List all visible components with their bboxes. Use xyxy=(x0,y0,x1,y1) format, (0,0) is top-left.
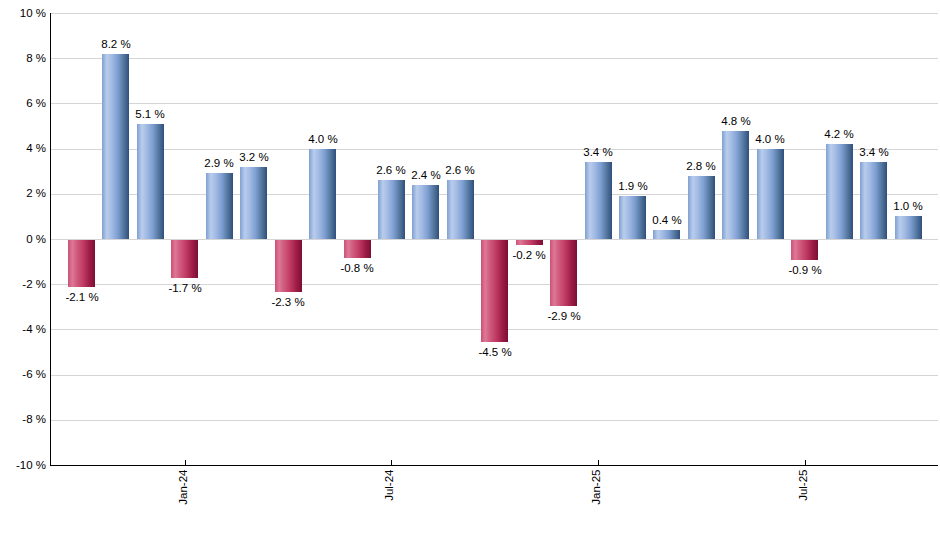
bar-positive xyxy=(757,149,784,239)
bar-value-label: 5.1 % xyxy=(122,107,178,121)
x-axis-line xyxy=(50,465,938,466)
y-axis-tick-label: 6 % xyxy=(2,97,46,110)
y-axis-tick-label: 2 % xyxy=(2,187,46,200)
x-axis-tick xyxy=(391,460,392,465)
bar-value-label: -1.7 % xyxy=(157,281,213,295)
bar-positive xyxy=(895,216,922,239)
bar-value-label: 3.4 % xyxy=(570,145,626,159)
bar-positive xyxy=(378,180,405,239)
gridline xyxy=(51,58,938,59)
y-axis-line xyxy=(50,13,51,465)
bar-positive xyxy=(309,149,336,239)
gridline xyxy=(51,103,938,104)
bar-negative xyxy=(516,240,543,245)
y-axis-tick-label: 4 % xyxy=(2,142,46,155)
monthly-returns-bar-chart: 10 % 8 % 6 % 4 % 2 % 0 % -2 % -4 % -6 % -8 % -10 %… xyxy=(0,0,940,550)
gridline xyxy=(51,149,938,150)
x-axis-tick xyxy=(185,460,186,465)
bar-negative xyxy=(791,240,818,260)
x-axis-tick xyxy=(805,460,806,465)
gridline xyxy=(51,194,938,195)
bar-value-label: -2.1 % xyxy=(54,290,110,304)
y-axis-tick-label: -2 % xyxy=(2,278,46,291)
bar-value-label: -0.2 % xyxy=(501,248,557,262)
x-axis-tick-label: Jul-24 xyxy=(383,470,396,512)
bar-negative xyxy=(275,240,302,292)
bar-value-label: 1.0 % xyxy=(880,199,936,213)
bar-value-label: 2.6 % xyxy=(432,163,488,177)
bar-value-label: 3.2 % xyxy=(226,150,282,164)
bar-value-label: 2.8 % xyxy=(673,159,729,173)
bar-value-label: 8.2 % xyxy=(88,37,144,51)
bar-positive xyxy=(653,230,680,239)
bar-positive xyxy=(585,162,612,239)
bar-value-label: 3.4 % xyxy=(846,145,902,159)
gridline xyxy=(51,375,938,376)
bar-positive xyxy=(722,131,749,239)
x-axis-tick-label: Jan-25 xyxy=(590,470,603,512)
bar-negative xyxy=(550,240,577,306)
bar-value-label: 1.9 % xyxy=(605,179,661,193)
bar-value-label: 4.0 % xyxy=(742,132,798,146)
bar-value-label: 4.2 % xyxy=(811,127,867,141)
x-axis-tick-label: Jul-25 xyxy=(797,470,810,512)
gridline xyxy=(51,13,938,14)
bar-negative xyxy=(171,240,198,278)
bar-negative xyxy=(344,240,371,258)
y-axis-tick-label: -6 % xyxy=(2,368,46,381)
y-axis-tick-label: 0 % xyxy=(2,233,46,246)
bar-value-label: -0.9 % xyxy=(777,263,833,277)
y-axis-tick-label: -10 % xyxy=(2,459,46,472)
bar-value-label: -4.5 % xyxy=(467,345,523,359)
gridline xyxy=(51,420,938,421)
bar-value-label: -2.3 % xyxy=(260,295,316,309)
bar-positive xyxy=(447,180,474,239)
y-axis-tick-label: -4 % xyxy=(2,323,46,336)
bar-positive xyxy=(137,124,164,239)
x-axis-tick-label: Jan-24 xyxy=(177,470,190,512)
bar-value-label: 4.8 % xyxy=(708,114,764,128)
bar-value-label: -0.8 % xyxy=(329,261,385,275)
bar-positive xyxy=(206,173,233,239)
y-axis-tick-label: 8 % xyxy=(2,52,46,65)
bar-positive xyxy=(688,176,715,239)
bar-value-label: 0.4 % xyxy=(639,213,695,227)
bar-value-label: -2.9 % xyxy=(536,309,592,323)
bar-positive xyxy=(102,54,129,239)
x-axis-tick xyxy=(598,460,599,465)
bar-positive xyxy=(240,167,267,239)
y-axis-tick-label: 10 % xyxy=(2,7,46,20)
bar-positive xyxy=(412,185,439,239)
bar-value-label: 4.0 % xyxy=(295,132,351,146)
bar-negative xyxy=(68,240,95,287)
y-axis-tick-label: -8 % xyxy=(2,413,46,426)
